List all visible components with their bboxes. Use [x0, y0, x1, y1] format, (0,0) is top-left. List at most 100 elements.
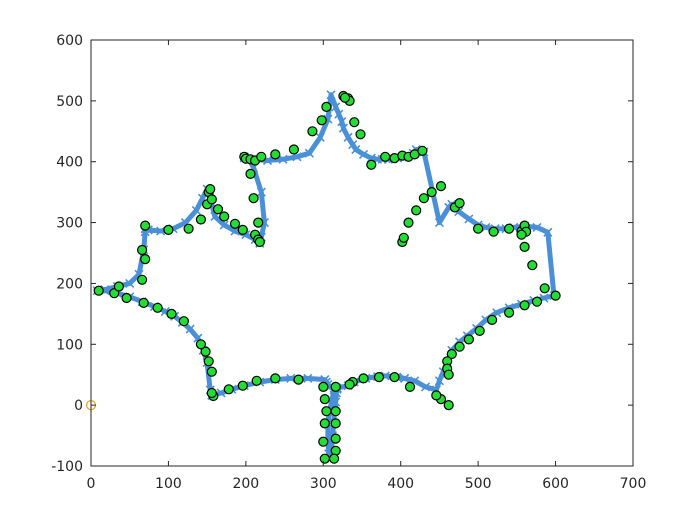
- circle-point: [254, 236, 265, 248]
- circle-point: [398, 232, 409, 243]
- cross-point: [185, 324, 195, 334]
- circle-point: [288, 144, 299, 155]
- circle-point: [531, 296, 543, 307]
- series-layer: [85, 90, 561, 464]
- circle-point: [206, 387, 217, 399]
- cross-point: [191, 205, 201, 215]
- cross-point: [464, 214, 474, 224]
- circle-point: [113, 281, 125, 292]
- y-tick-label: 600: [56, 33, 83, 49]
- cross-point: [420, 382, 431, 392]
- x-tick-label: 600: [542, 476, 569, 492]
- circle-point: [229, 218, 241, 229]
- tick-layer: 0 100 200 300 400 500 600 700-10001002003004005…: [51, 33, 646, 492]
- circle-point: [330, 406, 341, 417]
- circle-point: [206, 194, 217, 205]
- circle-point: [318, 436, 329, 447]
- circle-point: [203, 356, 214, 367]
- circle-point: [321, 101, 332, 113]
- cross-point: [216, 388, 226, 398]
- circle-point: [163, 224, 174, 235]
- cross-point: [543, 227, 553, 237]
- circle-point: [349, 117, 360, 128]
- circle-point: [248, 193, 259, 204]
- circle-point: [389, 372, 400, 383]
- axes-box: [90, 39, 634, 467]
- x-tick-label: 400: [387, 476, 414, 492]
- circle-point: [138, 297, 149, 308]
- circle-point: [527, 260, 538, 271]
- circle-point: [473, 223, 484, 234]
- circle-point: [319, 418, 330, 429]
- cross-point: [230, 226, 240, 236]
- circle-point: [93, 285, 104, 296]
- cross-point: [348, 140, 358, 150]
- circle-point: [251, 375, 262, 386]
- circle-point: [319, 453, 330, 464]
- circle-point: [463, 334, 474, 345]
- circle-point: [380, 151, 391, 162]
- circle-point: [270, 149, 281, 160]
- circle-point: [178, 316, 189, 327]
- circle-point: [152, 302, 163, 313]
- circle-point: [339, 92, 351, 103]
- cross-point: [331, 397, 341, 407]
- cross-point: [334, 109, 344, 119]
- circle-point: [443, 369, 454, 380]
- circle-point: [166, 308, 177, 319]
- y-tick-label: 300: [56, 216, 83, 232]
- cross-point: [343, 132, 353, 142]
- cross-point: [434, 376, 444, 386]
- circle-point: [140, 220, 151, 231]
- circle-point: [366, 159, 377, 170]
- cross-point: [481, 222, 491, 233]
- cross-point: [351, 144, 361, 155]
- circle-point: [330, 381, 341, 392]
- circle-point: [488, 226, 499, 237]
- circle-point: [550, 290, 561, 301]
- circle-point: [417, 145, 428, 156]
- cross-point: [286, 373, 296, 383]
- series-1: [93, 90, 561, 464]
- circle-point: [519, 241, 530, 252]
- circle-point: [318, 381, 329, 392]
- circle-point: [137, 274, 148, 285]
- x-tick-label: 500: [465, 476, 492, 492]
- y-tick-label: 0: [74, 398, 83, 414]
- circle-point: [219, 211, 230, 222]
- circle-point: [504, 223, 515, 234]
- circle-point: [539, 283, 550, 294]
- cross-point: [303, 373, 313, 383]
- circle-point: [195, 339, 206, 350]
- cross-point: [358, 149, 369, 159]
- circle-point: [344, 379, 355, 390]
- circle-point: [270, 373, 281, 384]
- circle-point: [454, 198, 465, 209]
- circle-point: [403, 217, 414, 228]
- circle-point: [319, 394, 330, 405]
- plot-background: [91, 40, 633, 466]
- cross-point: [256, 187, 266, 197]
- circle-point: [237, 380, 248, 391]
- cross-point: [532, 222, 542, 233]
- circle-point: [330, 418, 341, 429]
- y-tick-label: 500: [56, 94, 83, 110]
- cross-point: [278, 154, 288, 164]
- circle-point: [474, 325, 485, 336]
- circle-point: [223, 384, 234, 395]
- x-tick-label: 100: [155, 476, 182, 492]
- circle-point: [316, 115, 327, 126]
- circle-point: [404, 381, 416, 392]
- circle-point: [253, 217, 264, 228]
- cross-point: [315, 132, 325, 142]
- cross-point: [434, 218, 444, 228]
- circle-point: [431, 390, 442, 401]
- circle-point: [411, 205, 422, 216]
- circle-point: [195, 214, 206, 225]
- circle-point: [321, 406, 332, 417]
- circle-point: [137, 244, 148, 256]
- circle-point: [293, 374, 304, 385]
- y-tick-label: 200: [56, 276, 83, 292]
